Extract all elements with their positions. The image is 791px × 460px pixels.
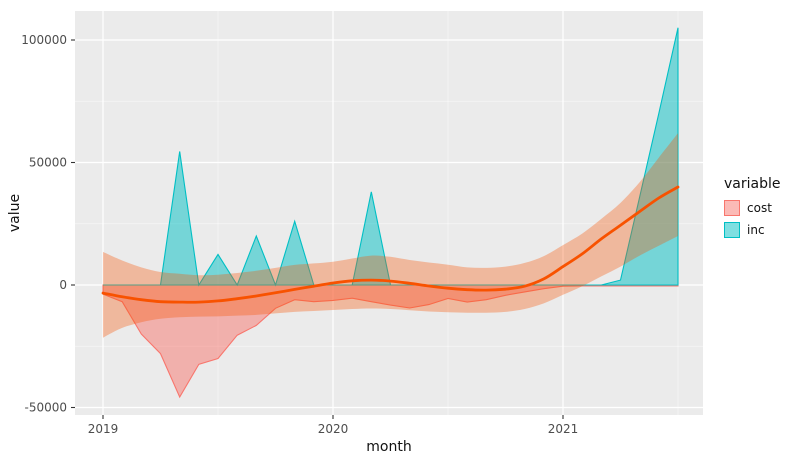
legend-title: variable	[724, 176, 781, 192]
y-tick-label: 100000	[21, 33, 67, 47]
chart-layers	[101, 27, 680, 399]
cost-area-series	[102, 284, 679, 399]
y-tick-label: 0	[59, 278, 67, 292]
axis-tick-marks	[71, 39, 564, 419]
x-axis-title: month	[366, 439, 411, 455]
legend-item-cost: cost	[724, 199, 790, 217]
x-tick-label: 2019	[88, 422, 119, 436]
legend-label-cost: cost	[747, 201, 772, 215]
smooth-confidence-ribbon	[103, 133, 678, 338]
inc-swatch-icon	[724, 222, 740, 238]
legend: variable cost inc	[724, 176, 790, 243]
x-tick-label: 2020	[318, 422, 349, 436]
legend-label-inc: inc	[747, 223, 765, 237]
x-tick-label: 2021	[548, 422, 579, 436]
legend-item-inc: inc	[724, 221, 790, 239]
y-axis-title: value	[7, 194, 23, 232]
inc-area-series	[103, 27, 679, 287]
y-tick-label: 50000	[29, 156, 67, 170]
y-tick-label: -50000	[24, 401, 67, 415]
axis-tick-labels: 2019 2020 2021 -50000 0 50000 100000	[21, 33, 578, 436]
smooth-trend-line	[101, 185, 680, 304]
cost-swatch-icon	[724, 200, 740, 216]
